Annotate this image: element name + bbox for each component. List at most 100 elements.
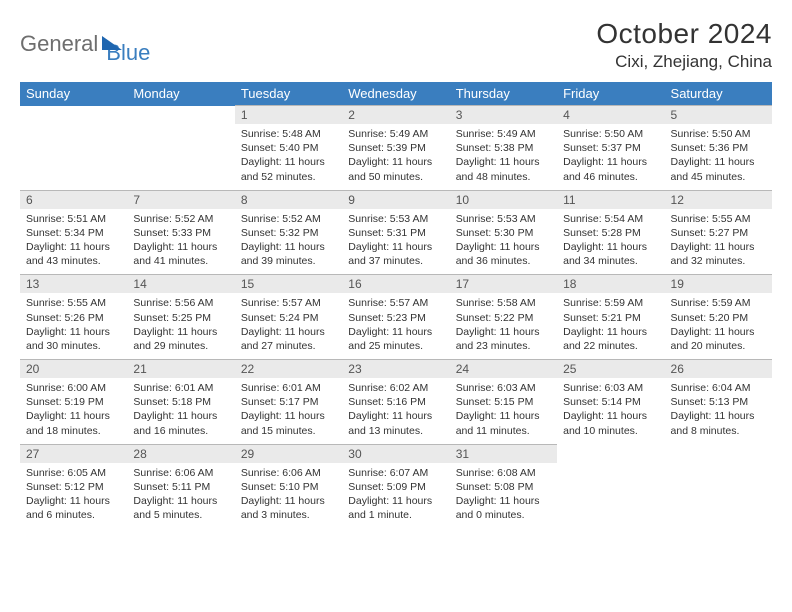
daylight-line: Daylight: 11 hours and 36 minutes. — [456, 240, 551, 268]
sunrise-line: Sunrise: 6:02 AM — [348, 381, 443, 395]
sunrise-line: Sunrise: 5:57 AM — [348, 296, 443, 310]
daylight-line: Daylight: 11 hours and 50 minutes. — [348, 155, 443, 183]
day-number-cell — [665, 444, 772, 463]
day-number-row: 13141516171819 — [20, 275, 772, 294]
daylight-line: Daylight: 11 hours and 6 minutes. — [26, 494, 121, 522]
logo: General Blue — [20, 22, 150, 66]
day-content-cell: Sunrise: 6:06 AMSunset: 5:11 PMDaylight:… — [127, 463, 234, 529]
day-content-cell: Sunrise: 5:50 AMSunset: 5:37 PMDaylight:… — [557, 124, 664, 190]
day-number-cell — [20, 106, 127, 125]
sunrise-line: Sunrise: 6:03 AM — [456, 381, 551, 395]
sunset-line: Sunset: 5:22 PM — [456, 311, 551, 325]
weekday-header: Tuesday — [235, 82, 342, 106]
sunrise-line: Sunrise: 6:03 AM — [563, 381, 658, 395]
sunrise-line: Sunrise: 5:52 AM — [133, 212, 228, 226]
daylight-line: Daylight: 11 hours and 27 minutes. — [241, 325, 336, 353]
daylight-line: Daylight: 11 hours and 18 minutes. — [26, 409, 121, 437]
day-number-cell: 22 — [235, 360, 342, 379]
day-number-cell: 16 — [342, 275, 449, 294]
daylight-line: Daylight: 11 hours and 15 minutes. — [241, 409, 336, 437]
day-content-row: Sunrise: 6:05 AMSunset: 5:12 PMDaylight:… — [20, 463, 772, 529]
calendar-body: 12345Sunrise: 5:48 AMSunset: 5:40 PMDayl… — [20, 106, 772, 529]
day-number-cell: 19 — [665, 275, 772, 294]
daylight-line: Daylight: 11 hours and 13 minutes. — [348, 409, 443, 437]
sunrise-line: Sunrise: 6:05 AM — [26, 466, 121, 480]
sunset-line: Sunset: 5:13 PM — [671, 395, 766, 409]
sunset-line: Sunset: 5:25 PM — [133, 311, 228, 325]
day-content-row: Sunrise: 5:51 AMSunset: 5:34 PMDaylight:… — [20, 209, 772, 275]
sunset-line: Sunset: 5:27 PM — [671, 226, 766, 240]
sunset-line: Sunset: 5:10 PM — [241, 480, 336, 494]
day-content-cell: Sunrise: 5:49 AMSunset: 5:39 PMDaylight:… — [342, 124, 449, 190]
sunrise-line: Sunrise: 5:49 AM — [348, 127, 443, 141]
day-content-cell: Sunrise: 5:51 AMSunset: 5:34 PMDaylight:… — [20, 209, 127, 275]
day-content-cell: Sunrise: 6:08 AMSunset: 5:08 PMDaylight:… — [450, 463, 557, 529]
day-content-cell: Sunrise: 5:55 AMSunset: 5:26 PMDaylight:… — [20, 293, 127, 359]
day-content-row: Sunrise: 5:55 AMSunset: 5:26 PMDaylight:… — [20, 293, 772, 359]
day-content-cell: Sunrise: 6:04 AMSunset: 5:13 PMDaylight:… — [665, 378, 772, 444]
sunset-line: Sunset: 5:21 PM — [563, 311, 658, 325]
sunrise-line: Sunrise: 5:58 AM — [456, 296, 551, 310]
day-content-cell: Sunrise: 6:01 AMSunset: 5:18 PMDaylight:… — [127, 378, 234, 444]
daylight-line: Daylight: 11 hours and 52 minutes. — [241, 155, 336, 183]
daylight-line: Daylight: 11 hours and 45 minutes. — [671, 155, 766, 183]
day-number-cell — [557, 444, 664, 463]
sunset-line: Sunset: 5:18 PM — [133, 395, 228, 409]
day-number-cell: 27 — [20, 444, 127, 463]
sunrise-line: Sunrise: 5:53 AM — [456, 212, 551, 226]
day-number-cell — [127, 106, 234, 125]
sunset-line: Sunset: 5:08 PM — [456, 480, 551, 494]
sunrise-line: Sunrise: 5:59 AM — [563, 296, 658, 310]
day-content-cell: Sunrise: 6:02 AMSunset: 5:16 PMDaylight:… — [342, 378, 449, 444]
day-content-cell — [127, 124, 234, 190]
sunrise-line: Sunrise: 6:07 AM — [348, 466, 443, 480]
sunrise-line: Sunrise: 6:04 AM — [671, 381, 766, 395]
daylight-line: Daylight: 11 hours and 20 minutes. — [671, 325, 766, 353]
logo-sail-icon — [102, 36, 122, 50]
day-number-row: 2728293031 — [20, 444, 772, 463]
day-number-cell: 1 — [235, 106, 342, 125]
sunset-line: Sunset: 5:30 PM — [456, 226, 551, 240]
day-content-cell: Sunrise: 6:03 AMSunset: 5:14 PMDaylight:… — [557, 378, 664, 444]
sunset-line: Sunset: 5:09 PM — [348, 480, 443, 494]
daylight-line: Daylight: 11 hours and 0 minutes. — [456, 494, 551, 522]
sunset-line: Sunset: 5:38 PM — [456, 141, 551, 155]
sunset-line: Sunset: 5:11 PM — [133, 480, 228, 494]
daylight-line: Daylight: 11 hours and 43 minutes. — [26, 240, 121, 268]
day-content-cell: Sunrise: 5:57 AMSunset: 5:23 PMDaylight:… — [342, 293, 449, 359]
day-content-cell: Sunrise: 5:54 AMSunset: 5:28 PMDaylight:… — [557, 209, 664, 275]
weekday-header: Saturday — [665, 82, 772, 106]
sunrise-line: Sunrise: 6:08 AM — [456, 466, 551, 480]
sunset-line: Sunset: 5:24 PM — [241, 311, 336, 325]
day-content-cell: Sunrise: 6:00 AMSunset: 5:19 PMDaylight:… — [20, 378, 127, 444]
day-content-cell: Sunrise: 5:52 AMSunset: 5:33 PMDaylight:… — [127, 209, 234, 275]
day-content-cell: Sunrise: 5:49 AMSunset: 5:38 PMDaylight:… — [450, 124, 557, 190]
daylight-line: Daylight: 11 hours and 8 minutes. — [671, 409, 766, 437]
day-number-cell: 29 — [235, 444, 342, 463]
day-number-cell: 13 — [20, 275, 127, 294]
logo-text-general: General — [20, 31, 98, 57]
header: General Blue October 2024 Cixi, Zhejiang… — [20, 18, 772, 72]
location: Cixi, Zhejiang, China — [596, 52, 772, 72]
sunrise-line: Sunrise: 5:51 AM — [26, 212, 121, 226]
day-number-cell: 10 — [450, 190, 557, 209]
sunset-line: Sunset: 5:28 PM — [563, 226, 658, 240]
day-number-cell: 8 — [235, 190, 342, 209]
daylight-line: Daylight: 11 hours and 41 minutes. — [133, 240, 228, 268]
daylight-line: Daylight: 11 hours and 10 minutes. — [563, 409, 658, 437]
day-content-cell: Sunrise: 6:05 AMSunset: 5:12 PMDaylight:… — [20, 463, 127, 529]
day-number-cell: 4 — [557, 106, 664, 125]
daylight-line: Daylight: 11 hours and 34 minutes. — [563, 240, 658, 268]
day-content-cell: Sunrise: 5:50 AMSunset: 5:36 PMDaylight:… — [665, 124, 772, 190]
day-content-row: Sunrise: 5:48 AMSunset: 5:40 PMDaylight:… — [20, 124, 772, 190]
sunset-line: Sunset: 5:26 PM — [26, 311, 121, 325]
daylight-line: Daylight: 11 hours and 5 minutes. — [133, 494, 228, 522]
day-number-cell: 28 — [127, 444, 234, 463]
sunset-line: Sunset: 5:40 PM — [241, 141, 336, 155]
sunrise-line: Sunrise: 5:59 AM — [671, 296, 766, 310]
sunset-line: Sunset: 5:23 PM — [348, 311, 443, 325]
sunrise-line: Sunrise: 6:06 AM — [133, 466, 228, 480]
day-number-cell: 11 — [557, 190, 664, 209]
day-number-cell: 7 — [127, 190, 234, 209]
day-content-row: Sunrise: 6:00 AMSunset: 5:19 PMDaylight:… — [20, 378, 772, 444]
